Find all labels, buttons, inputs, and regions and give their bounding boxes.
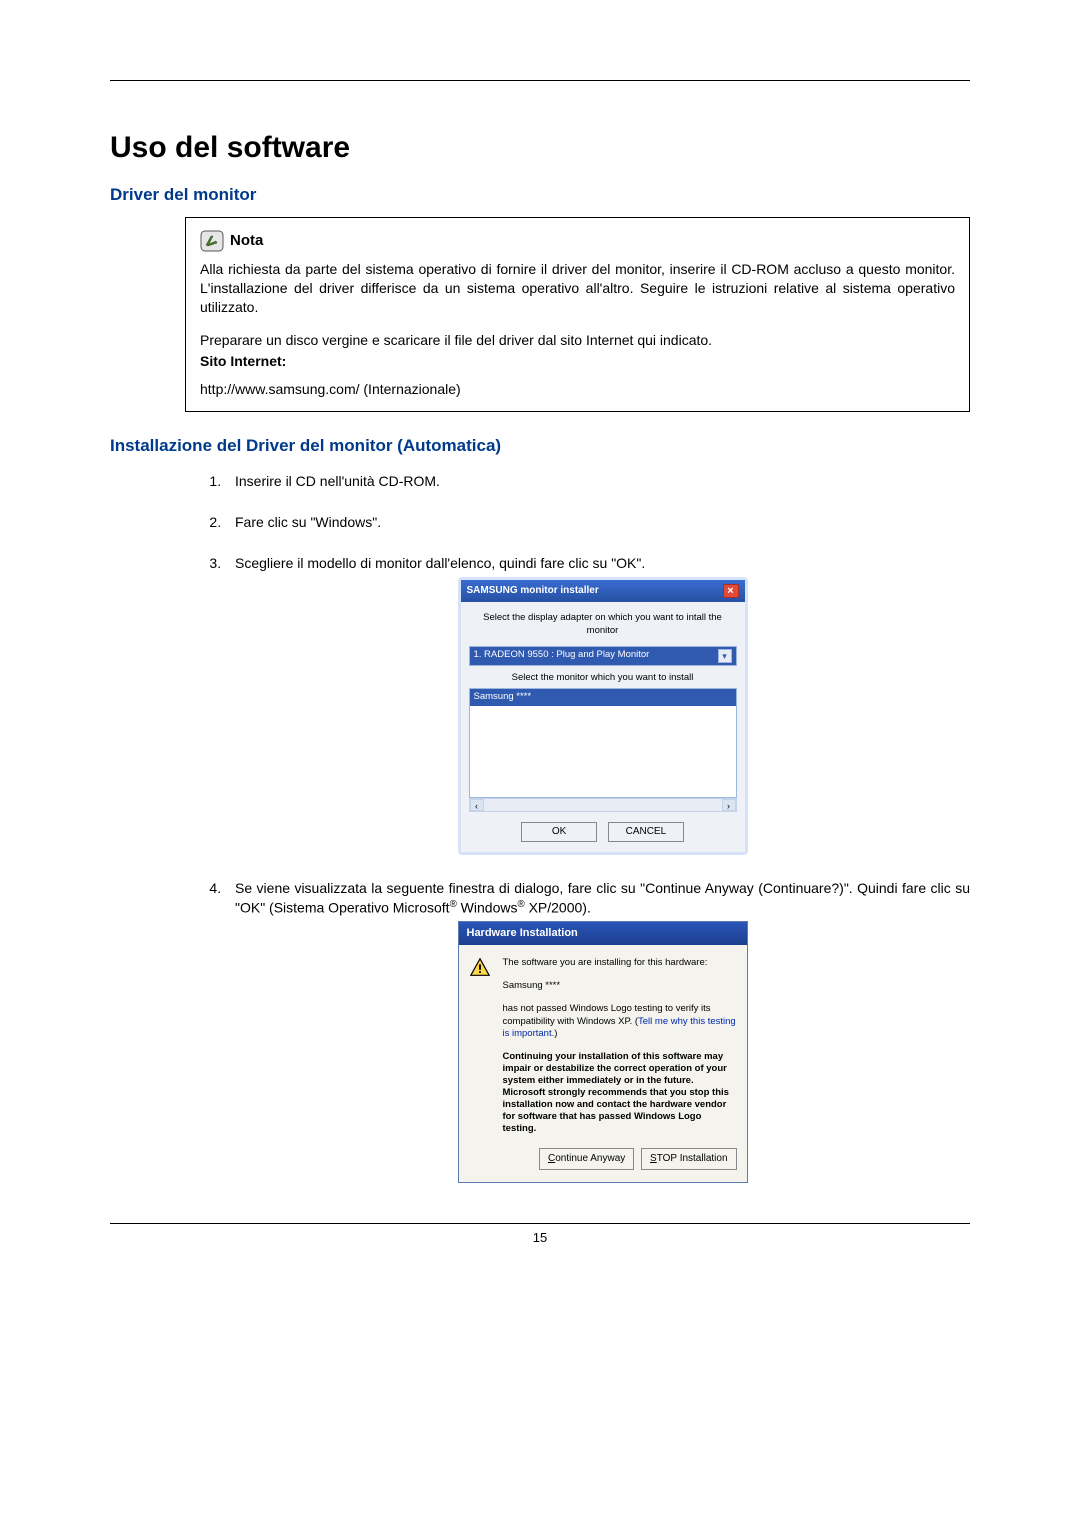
reg-mark-1: ® — [450, 899, 457, 910]
step-3: Scegliere il modello di monitor dall'ele… — [225, 554, 970, 855]
step-2: Fare clic su "Windows". — [225, 513, 970, 532]
nota-box: Nota Alla richiesta da parte del sistema… — [185, 217, 970, 412]
step-4-text-a: Se viene visualizzata la seguente finest… — [235, 880, 970, 916]
nota-heading-text: Nota — [230, 231, 263, 251]
scroll-track[interactable] — [484, 799, 722, 811]
scroll-left-icon[interactable]: ‹ — [470, 799, 484, 811]
bottom-divider — [110, 1223, 970, 1224]
dialog2-warning-text: Continuing your installation of this sof… — [503, 1051, 737, 1134]
dialog1-wrap: SAMSUNG monitor installer × Select the d… — [235, 577, 970, 855]
hardware-installation-dialog: Hardware Installation The software you a… — [458, 921, 748, 1183]
nota-para2: Preparare un disco vergine e scaricare i… — [200, 331, 955, 350]
stop-installation-button[interactable]: STOP Installation — [641, 1148, 736, 1170]
samsung-installer-dialog: SAMSUNG monitor installer × Select the d… — [458, 577, 748, 855]
chevron-down-icon[interactable]: ▾ — [718, 649, 732, 663]
sito-internet-label: Sito Internet: — [200, 352, 955, 371]
dialog2-buttons: Continue Anyway STOP Installation — [459, 1144, 747, 1182]
display-adapter-value: 1. RADEON 9550 : Plug and Play Monitor — [474, 649, 650, 662]
nota-heading: Nota — [200, 230, 263, 252]
section-driver-title: Driver del monitor — [110, 185, 970, 205]
dialog2-body: The software you are installing for this… — [459, 945, 747, 1144]
ok-button[interactable]: OK — [521, 822, 597, 842]
dialog1-instruction1: Select the display adapter on which you … — [469, 612, 737, 638]
dialog2-wrap: Hardware Installation The software you a… — [235, 921, 970, 1183]
step-1: Inserire il CD nell'unità CD-ROM. — [225, 472, 970, 491]
dialog1-body: Select the display adapter on which you … — [461, 602, 745, 852]
nota-para1: Alla richiesta da parte del sistema oper… — [200, 260, 955, 317]
dialog1-titlebar: SAMSUNG monitor installer × — [461, 580, 745, 602]
cancel-button[interactable]: CANCEL — [608, 822, 684, 842]
step-4-text-c: XP/2000). — [525, 900, 591, 916]
close-icon[interactable]: × — [723, 584, 739, 598]
dialog1-instruction2: Select the monitor which you want to ins… — [469, 672, 737, 685]
step-3-text: Scegliere il modello di monitor dall'ele… — [235, 555, 645, 571]
dialog1-title-text: SAMSUNG monitor installer — [467, 584, 599, 598]
top-divider — [110, 80, 970, 81]
horizontal-scrollbar[interactable]: ‹ › — [469, 798, 737, 812]
dialog2-line3b: ) — [554, 1028, 557, 1039]
page-number: 15 — [110, 1230, 970, 1245]
dialog2-line1: The software you are installing for this… — [503, 957, 737, 970]
warning-icon — [469, 957, 497, 1134]
scroll-right-icon[interactable]: › — [722, 799, 736, 811]
continue-anyway-button[interactable]: Continue Anyway — [539, 1148, 634, 1170]
page-title: Uso del software — [110, 131, 970, 165]
dialog2-titlebar: Hardware Installation — [459, 922, 747, 945]
dialog2-content: The software you are installing for this… — [497, 957, 737, 1134]
dialog2-line3: has not passed Windows Logo testing to v… — [503, 1003, 737, 1041]
reg-mark-2: ® — [517, 899, 524, 910]
steps-list: Inserire il CD nell'unità CD-ROM. Fare c… — [205, 472, 970, 1183]
dialog1-buttons: OK CANCEL — [469, 812, 737, 842]
site-url: http://www.samsung.com/ (Internazionale) — [200, 380, 955, 399]
display-adapter-dropdown[interactable]: 1. RADEON 9550 : Plug and Play Monitor ▾ — [469, 646, 737, 666]
step-4: Se viene visualizzata la seguente finest… — [225, 879, 970, 1183]
dialog2-line2: Samsung **** — [503, 980, 737, 993]
monitor-list-selected[interactable]: Samsung **** — [470, 689, 736, 706]
note-icon — [200, 230, 224, 252]
section-install-title: Installazione del Driver del monitor (Au… — [110, 436, 970, 456]
step-4-text-b: Windows — [457, 900, 518, 916]
monitor-list[interactable]: Samsung **** — [469, 688, 737, 798]
